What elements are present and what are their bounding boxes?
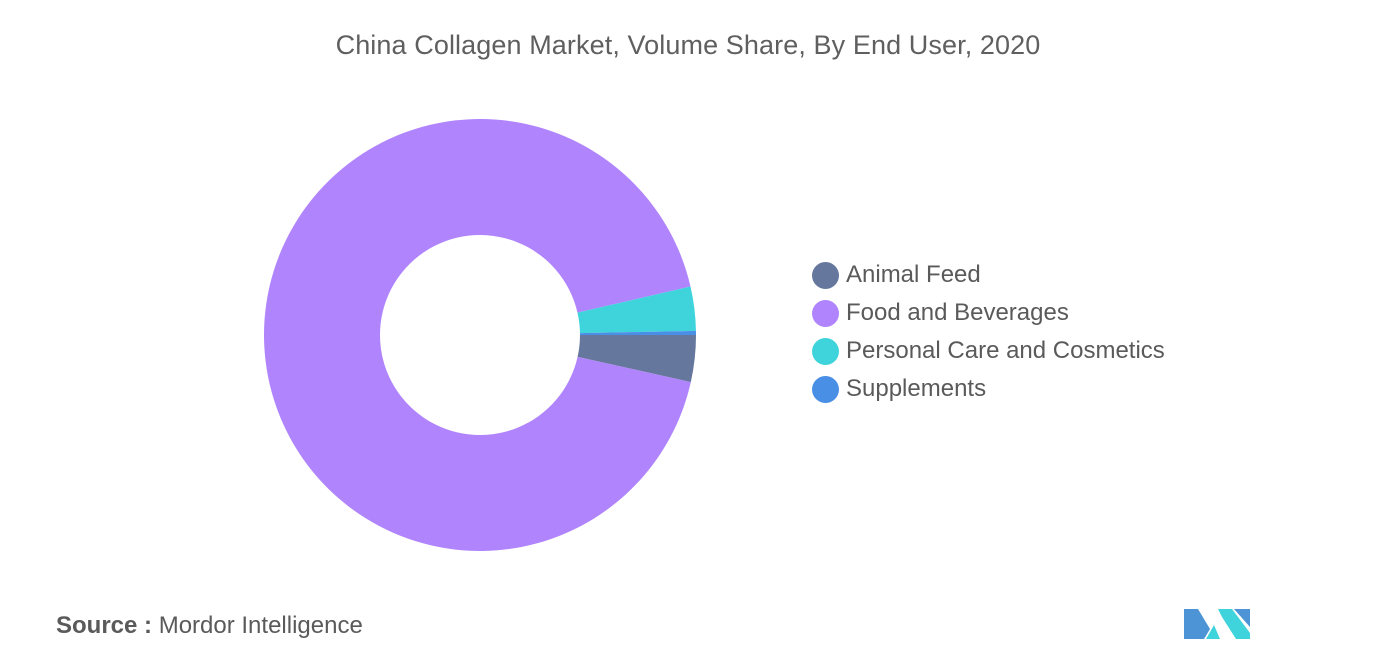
legend-label-supplements: Supplements bbox=[846, 375, 987, 402]
chart-title: China Collagen Market, Volume Share, By … bbox=[335, 30, 1041, 60]
donut-slice-personal-care-and-cosmetics bbox=[577, 286, 696, 334]
legend-item-animal-feed: Animal Feed bbox=[812, 256, 1165, 294]
logo-right-mark bbox=[1218, 609, 1250, 639]
donut-slice-food-and-beverages bbox=[264, 119, 691, 552]
donut-slice-animal-feed bbox=[577, 335, 696, 383]
source-note: Source : Mordor Intelligence bbox=[56, 612, 363, 640]
legend-swatch-supplements bbox=[812, 375, 839, 403]
logo-right-bar bbox=[1234, 609, 1250, 627]
legend-swatch-animal-feed bbox=[812, 261, 839, 289]
donut-slice-supplements bbox=[579, 330, 696, 335]
logo-middle-mark bbox=[1206, 625, 1220, 639]
legend-item-personal-care-and-cosmetics: Personal Care and Cosmetics bbox=[812, 332, 1165, 370]
legend-label-food-and-beverages: Food and Beverages bbox=[846, 299, 1069, 326]
chart-legend: Animal Feed Food and Beverages Personal Ca… bbox=[812, 256, 1165, 408]
legend-swatch-personal-care-and-cosmetics bbox=[812, 337, 839, 365]
logo-left-mark bbox=[1184, 609, 1210, 639]
source-label: Source : bbox=[56, 612, 153, 639]
legend-item-supplements: Supplements bbox=[812, 370, 1165, 408]
legend-item-food-and-beverages: Food and Beverages bbox=[812, 294, 1165, 332]
legend-label-animal-feed: Animal Feed bbox=[846, 261, 981, 288]
mordor-intelligence-logo-icon bbox=[1184, 609, 1250, 639]
legend-label-personal-care-and-cosmetics: Personal Care and Cosmetics bbox=[846, 337, 1165, 364]
legend-swatch-food-and-beverages bbox=[812, 299, 839, 327]
source-text: Mordor Intelligence bbox=[158, 612, 363, 639]
